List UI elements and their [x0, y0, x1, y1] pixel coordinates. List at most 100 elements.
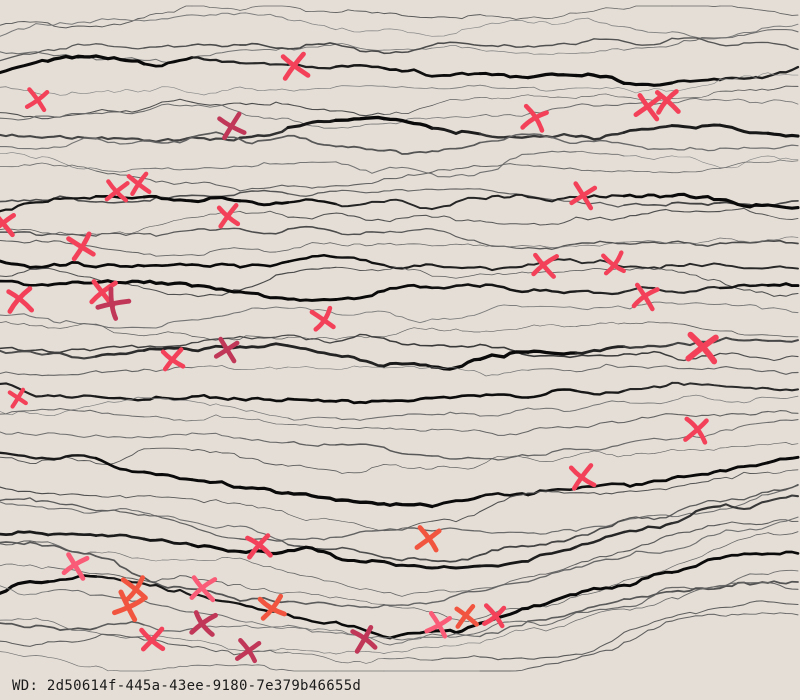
x-mark[interactable] — [160, 347, 186, 372]
trace-line-segment — [431, 243, 481, 247]
x-mark[interactable] — [104, 179, 130, 203]
trace-line-segment — [239, 272, 289, 291]
trace-line-segment — [95, 88, 145, 93]
x-mark[interactable] — [139, 626, 166, 652]
trace-line-segment — [287, 669, 337, 672]
x-mark[interactable] — [61, 552, 90, 581]
x-mark[interactable] — [280, 51, 311, 81]
x-mark[interactable] — [685, 331, 719, 365]
trace-line-segment — [527, 243, 577, 250]
trace-line-segment — [335, 123, 385, 129]
trace-line-segment — [623, 37, 673, 46]
x-mark[interactable] — [309, 305, 336, 332]
trace-line-segment — [671, 210, 721, 213]
x-mark[interactable] — [126, 171, 152, 196]
trace-line-segment — [95, 323, 145, 337]
trace-line-segment — [287, 134, 337, 148]
trace-line-segment — [623, 514, 673, 522]
x-mark[interactable] — [120, 575, 148, 604]
x-mark[interactable] — [24, 87, 50, 113]
x-mark[interactable] — [235, 638, 262, 664]
trace-line-segment — [143, 575, 193, 583]
x-mark[interactable] — [350, 625, 378, 654]
trace-line-segment — [431, 97, 481, 106]
x-mark[interactable] — [424, 610, 453, 639]
trace-line-segment — [0, 408, 49, 415]
trace-line-segment — [383, 327, 433, 338]
x-mark-stroke — [656, 89, 679, 115]
x-mark[interactable] — [654, 89, 681, 115]
trace-line-segment — [478, 283, 530, 294]
x-mark[interactable] — [213, 336, 240, 364]
x-mark[interactable] — [520, 103, 549, 133]
x-mark[interactable] — [414, 525, 442, 553]
x-mark[interactable] — [568, 463, 597, 491]
trace-line-segment — [719, 237, 769, 243]
trace-line-segment — [190, 262, 242, 269]
x-mark[interactable] — [0, 210, 17, 238]
trace-line-segment — [0, 152, 49, 159]
trace-line-segment — [431, 84, 481, 90]
trace-line-segment — [143, 558, 193, 562]
trace-line-segment — [767, 265, 799, 270]
trace-line-segment — [670, 123, 722, 130]
trace-line-segment — [478, 559, 530, 568]
trace-line-segment — [527, 42, 577, 48]
trace-line-segment — [526, 593, 578, 610]
trace-line-segment — [767, 469, 799, 474]
x-mark[interactable] — [189, 610, 218, 637]
x-mark[interactable] — [7, 387, 28, 409]
x-mark[interactable] — [112, 589, 146, 623]
trace-line-segment — [623, 549, 673, 559]
trace-line-segment — [719, 600, 769, 609]
x-mark[interactable] — [454, 604, 479, 629]
trace-line-segment — [671, 5, 721, 8]
x-mark[interactable] — [189, 575, 218, 603]
trace-line-segment — [143, 415, 193, 422]
x-mark[interactable] — [601, 250, 626, 276]
trace-line-segment — [575, 605, 625, 614]
x-mark[interactable] — [216, 203, 241, 229]
x-mark[interactable] — [217, 111, 247, 141]
trace-line-segment — [767, 569, 799, 575]
trace-line-segment — [479, 454, 529, 461]
x-mark[interactable] — [95, 286, 132, 321]
trace-line-segment — [335, 335, 385, 340]
trace-line-segment — [239, 111, 289, 120]
x-mark[interactable] — [569, 181, 598, 211]
trace-line-segment — [191, 86, 241, 96]
x-mark-stroke — [282, 51, 306, 81]
trace-line-segment — [0, 640, 49, 647]
trace-line-segment — [431, 554, 481, 563]
x-mark[interactable] — [245, 533, 273, 560]
trace-line-segment — [671, 613, 721, 622]
trace-line-segment — [191, 5, 241, 11]
x-mark[interactable] — [482, 603, 507, 629]
x-mark[interactable] — [683, 416, 709, 445]
trace-line-segment — [671, 31, 721, 40]
x-mark[interactable] — [633, 93, 663, 122]
x-mark[interactable] — [66, 231, 96, 262]
trace-line-segment — [0, 49, 49, 62]
trace-line-segment — [479, 14, 529, 20]
x-mark[interactable] — [531, 252, 559, 279]
trace-line-segment — [95, 137, 145, 145]
trace-line-segment — [767, 292, 799, 297]
x-mark[interactable] — [6, 286, 35, 314]
trace-line-segment — [0, 51, 49, 55]
trace-line-segment — [0, 321, 49, 329]
trace-line-segment — [94, 395, 146, 402]
x-mark[interactable] — [257, 593, 287, 621]
trace-line-segment — [671, 155, 721, 168]
trace-line-segment — [767, 519, 799, 524]
x-mark-stroke — [685, 334, 719, 362]
trace-line-segment — [623, 616, 673, 633]
trace-line-segment — [478, 393, 530, 399]
trace-line-segment — [430, 495, 482, 508]
trace-line-segment — [142, 262, 194, 268]
trace-line-segment — [287, 651, 337, 662]
trace-line-segment — [430, 126, 482, 136]
trace-line-segment — [479, 304, 529, 314]
x-mark[interactable] — [631, 282, 660, 312]
